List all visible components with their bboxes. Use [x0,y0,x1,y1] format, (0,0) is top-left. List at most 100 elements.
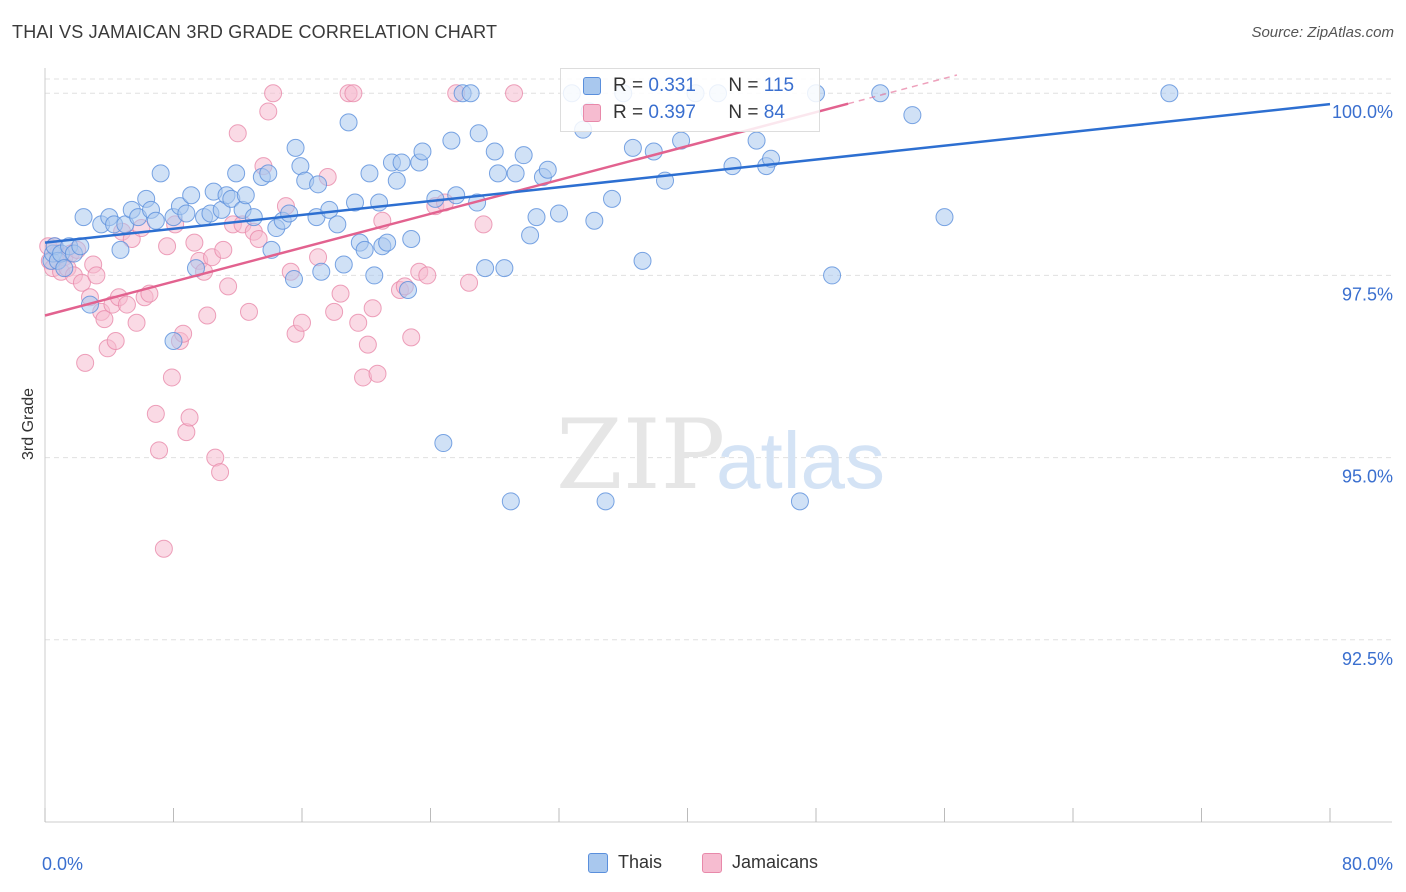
jamaicans-n-value: 84 [763,102,785,123]
jamaicans-point-70 [363,299,382,318]
thais-point-86 [538,160,557,179]
thais-point-14 [111,240,130,259]
thais-point-74 [461,84,480,103]
thais-point-96 [633,251,652,270]
thais-point-83 [521,226,540,245]
jamaicans-point-53 [249,229,268,248]
thais-r-label: R = [613,75,644,96]
jamaicans-point-29 [146,404,165,423]
thais-point-110 [903,106,922,125]
thais-point-95 [623,138,642,157]
thais-point-34 [227,164,246,183]
jamaicans-point-60 [293,313,311,332]
thais-point-106 [790,492,809,511]
jamaicans-point-33 [162,368,181,387]
jamaicans-swatch [583,104,601,122]
thais-n-label: N = [728,75,759,96]
thais-n-value: 115 [763,75,795,96]
jamaicans-r-label: R = [613,102,644,123]
jamaicans-point-77 [418,266,437,285]
jamaicans-point-63 [325,302,344,321]
tick-labels: 100.0% 97.5% 95.0% 92.5% 0.0% 80.0% [42,102,1393,874]
grid-lines [45,78,1392,641]
thais-point-66 [402,229,421,248]
thais-point-54 [346,193,365,212]
watermark-zip: ZIP [556,399,725,511]
thais-point-93 [603,189,622,208]
jamaicans-point-47 [219,277,238,296]
jamaicans-point-31 [154,539,173,558]
jamaicans-point-30 [150,441,169,460]
thais-point-112 [1160,84,1179,103]
y-axis-label: 3rd Grade [20,387,37,460]
jamaicans-point-81 [460,273,479,292]
jamaicans-point-39 [185,233,204,252]
thais-legend-label: Thais [617,852,662,872]
watermark: ZIP atlas [556,399,885,511]
thais-point-44 [284,270,303,289]
legend-item-jamaicans[interactable]: Jamaicans [701,852,819,873]
thais-point-65 [399,280,418,299]
legend-item-thais[interactable]: Thais [587,852,662,873]
thais-point-80 [501,492,520,511]
thais-point-25 [177,204,196,223]
thais-point-92 [596,492,615,511]
jamaicans-point-11 [72,273,91,292]
jamaicans-point-61 [309,248,328,267]
thais-point-84 [527,208,546,227]
thais-point-20 [146,211,165,230]
jamaicans-point-37 [177,423,196,442]
jamaicans-point-32 [158,237,177,256]
jamaicans-n-label: N = [728,102,759,123]
jamaicans-point-75 [402,328,421,347]
thais-point-26 [182,186,201,205]
thais-point-72 [447,186,466,205]
jamaicans-point-64 [331,284,350,303]
jamaicans-point-20 [106,332,125,351]
y-tick-label-2: 95.0% [1342,467,1393,487]
thais-point-111 [935,208,954,227]
thais-swatch [583,77,601,95]
thais-point-102 [723,157,742,176]
jamaicans-trend [44,102,849,317]
jamaicans-point-38 [180,408,199,427]
thais-point-58 [365,266,384,285]
thais-point-36 [236,186,255,205]
thais-point-63 [387,171,406,190]
thais-point-49 [312,262,331,281]
thais-point-87 [550,204,568,223]
thais-point-57 [360,164,379,183]
x-tick-label-1: 80.0% [1342,854,1393,874]
jamaicans-point-46 [214,240,233,259]
legend-row-thais: R = 0.331 N = 115 [583,75,794,97]
correlation-legend: R = 0.331 N = 115 R = 0.397 N = 84 [560,68,820,132]
thais-point-22 [164,332,183,351]
jamaicans-r-value: 0.397 [648,102,696,123]
jamaicans-trend-extension [847,74,958,105]
legend-row-jamaicans: R = 0.397 N = 84 [583,102,785,124]
jamaicans-point-66 [344,84,363,103]
jamaicans-point-51 [239,302,258,321]
jamaicans-point-71 [368,364,387,383]
y-tick-label-1: 97.5% [1342,284,1393,304]
thais-point-114 [309,175,328,194]
jamaicans-points [39,84,524,558]
thais-point-39 [259,164,278,183]
jamaicans-legend-label: Jamaicans [731,852,819,872]
jamaicans-point-12 [76,353,95,372]
thais-r-value: 0.331 [648,75,696,96]
series-legend: Thais Jamaicans [0,852,1406,873]
jamaicans-point-17 [95,310,114,329]
y-tick-label-3: 92.5% [1342,649,1393,669]
thais-point-61 [378,233,397,252]
axes [44,68,1392,823]
jamaicans-point-55 [259,102,278,121]
thais-point-56 [355,240,374,259]
thais-point-108 [823,266,842,285]
jamaicans-point-42 [198,306,217,325]
thais-point-91 [585,211,604,230]
jamaicans-point-67 [349,313,368,332]
thais-point-99 [672,131,691,150]
thais-point-9 [74,208,93,227]
